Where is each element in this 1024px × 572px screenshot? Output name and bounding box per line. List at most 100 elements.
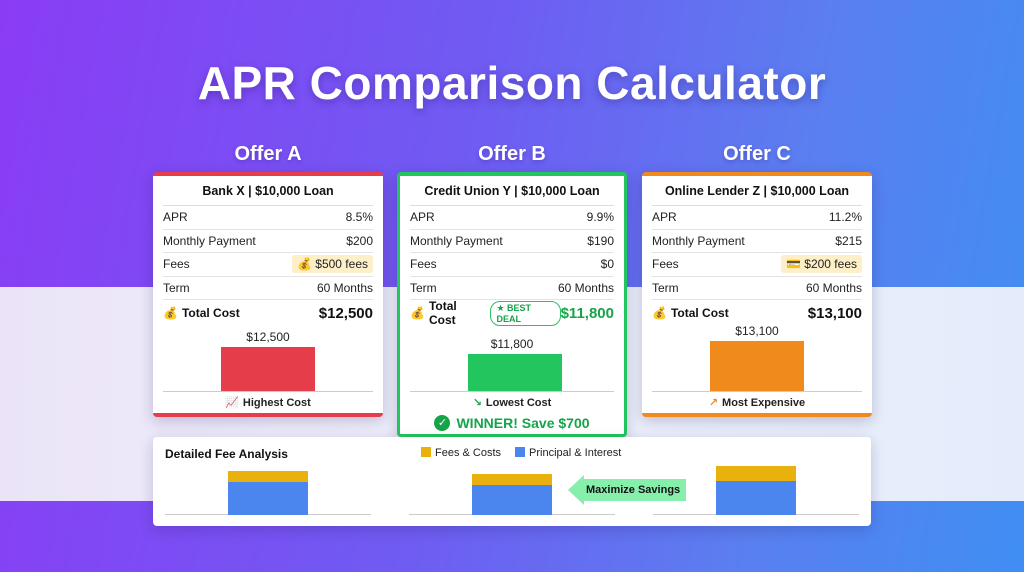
fees-label: Fees [163, 257, 190, 272]
fees-value: $500 fees [315, 257, 368, 272]
chart-up-icon: 📈 [225, 397, 239, 409]
apr-label: APR [163, 210, 188, 225]
total-label: Total Cost [670, 306, 729, 320]
total-row: 💰 Total Cost $12,500 [163, 300, 373, 326]
total-value: $11,800 [560, 304, 614, 322]
term-row: Term 60 Months [163, 277, 373, 300]
term-label: Term [652, 280, 679, 295]
total-label: Total Cost [181, 306, 240, 320]
fees-label: Fees [652, 257, 679, 272]
money-bag-icon: 💰 [163, 306, 178, 320]
stacked-bar-c [716, 466, 796, 515]
money-bag-icon: 💰 [652, 306, 667, 320]
winner-banner: ✓ WINNER! Save $700 [400, 415, 624, 431]
fees-row: Fees $0 [410, 253, 614, 277]
footer-label: Highest Cost [242, 396, 311, 409]
monthly-row: Monthly Payment $215 [652, 230, 862, 253]
cost-bar-label: $11,800 [490, 337, 534, 351]
cost-bar [468, 354, 562, 391]
principal-segment [228, 482, 308, 515]
total-row: 💰 Total Cost $13,100 [652, 300, 862, 326]
term-value: 60 Months [316, 280, 373, 295]
offer-c-card[interactable]: Online Lender Z | $10,000 Loan APR 11.2%… [642, 172, 872, 417]
offer-c-header: Online Lender Z | $10,000 Loan [652, 176, 862, 206]
fees-pill: 💰 $500 fees [292, 255, 373, 274]
apr-value: 11.2% [828, 210, 862, 225]
term-row: Term 60 Months [410, 277, 614, 300]
offer-b-label: Offer B [478, 143, 546, 165]
apr-row: APR 11.2% [652, 206, 862, 230]
footer-note: ↘ Lowest Cost [400, 396, 624, 410]
check-icon: ✓ [434, 415, 451, 431]
monthly-label: Monthly Payment [410, 233, 503, 248]
term-row: Term 60 Months [652, 277, 862, 300]
fees-segment [716, 466, 796, 481]
total-value: $12,500 [318, 304, 373, 322]
page-title: APR Comparison Calculator [197, 57, 827, 109]
fees-segment [228, 471, 308, 482]
monthly-value: $190 [587, 233, 614, 248]
total-value: $13,100 [807, 304, 862, 322]
apr-label: APR [652, 210, 677, 225]
callout-label: Maximize Savings [584, 479, 687, 501]
fee-analysis-panel: Detailed Fee Analysis Fees & Costs Princ… [153, 437, 871, 526]
term-value: 60 Months [805, 280, 862, 295]
money-bag-icon: 💰 [297, 257, 313, 272]
legend-principal: Principal & Interest [515, 447, 621, 459]
fees-label: Fees [410, 257, 437, 272]
fees-segment [472, 474, 552, 485]
stacked-bar-b [472, 474, 552, 515]
fees-row: Fees 💰 $500 fees [163, 253, 373, 277]
legend-fees: Fees & Costs [421, 447, 501, 459]
offer-c-label: Offer C [723, 143, 791, 165]
best-deal-badge: ★ BEST DEAL [490, 300, 561, 326]
cost-bar-chart: $12,500 [163, 326, 373, 392]
monthly-value: $200 [346, 233, 373, 248]
cost-bar-chart: $13,100 [652, 324, 862, 392]
legend: Fees & Costs Principal & Interest [421, 447, 621, 459]
monthly-row: Monthly Payment $190 [410, 230, 614, 253]
offer-a-label: Offer A [234, 143, 302, 165]
cost-bar [710, 341, 804, 391]
trend-up-icon: ↗ [708, 397, 719, 409]
winner-text: WINNER! Save $700 [456, 415, 590, 431]
apr-row: APR 8.5% [163, 206, 373, 230]
offer-b-header: Credit Union Y | $10,000 Loan [410, 176, 614, 206]
apr-label: APR [410, 210, 435, 225]
apr-value: 9.9% [586, 210, 614, 225]
monthly-row: Monthly Payment $200 [163, 230, 373, 253]
credit-card-icon: 💳 [786, 257, 802, 272]
cost-bar [221, 347, 315, 391]
fees-value: $0 [600, 257, 614, 272]
total-label: Total Cost [428, 299, 457, 327]
total-row: 💰 Total Cost ★ BEST DEAL $11,800 [410, 299, 614, 327]
maximize-savings-callout: Maximize Savings [568, 475, 687, 505]
offer-b-card[interactable]: Credit Union Y | $10,000 Loan APR 9.9% M… [397, 172, 627, 437]
monthly-value: $215 [835, 233, 862, 248]
fees-row: Fees 💳 $200 fees [652, 253, 862, 277]
footer-note: 📈 Highest Cost [153, 396, 383, 410]
fees-value: $200 fees [804, 257, 857, 272]
principal-segment [472, 485, 552, 515]
monthly-label: Monthly Payment [163, 233, 256, 248]
term-label: Term [410, 280, 437, 295]
arrow-left-icon [568, 475, 584, 505]
cost-bar-label: $12,500 [246, 330, 290, 344]
trend-down-icon: ↘ [472, 397, 482, 409]
footer-label: Lowest Cost [485, 396, 552, 409]
term-value: 60 Months [557, 280, 614, 295]
offer-a-card[interactable]: Bank X | $10,000 Loan APR 8.5% Monthly P… [153, 172, 383, 417]
analysis-title: Detailed Fee Analysis [165, 447, 288, 461]
term-label: Term [163, 280, 190, 295]
principal-segment [716, 481, 796, 515]
cost-bar-chart: $11,800 [410, 326, 614, 392]
stacked-bar-a [228, 471, 308, 515]
offer-a-header: Bank X | $10,000 Loan [163, 176, 373, 206]
apr-row: APR 9.9% [410, 206, 614, 230]
fees-pill: 💳 $200 fees [781, 255, 862, 274]
footer-note: ↗ Most Expensive [642, 396, 872, 410]
monthly-label: Monthly Payment [652, 233, 745, 248]
cost-bar-label: $13,100 [735, 324, 779, 338]
apr-value: 8.5% [345, 210, 373, 225]
money-bag-icon: 💰 [410, 306, 425, 320]
